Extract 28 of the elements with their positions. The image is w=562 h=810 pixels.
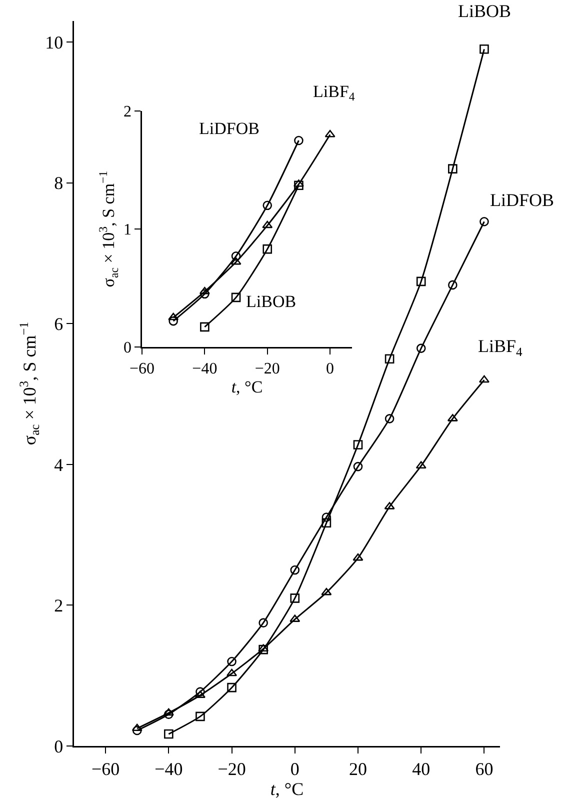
y-tick-label: 10 [45, 32, 64, 52]
y-tick-label: 2 [124, 104, 132, 121]
series-label: LiDFOB [490, 190, 554, 210]
series-label: LiBF$_{4}$ [478, 336, 524, 359]
x-tick-label: −40 [154, 758, 183, 779]
x-tick-label: 0 [326, 360, 334, 378]
y-tick-label: 8 [54, 173, 64, 194]
y-tick-label: 0 [54, 736, 64, 756]
y-tick-label: 0 [124, 340, 132, 357]
x-tick-label: 20 [349, 758, 367, 779]
x-tick-label: 0 [290, 758, 300, 779]
series-label: LiBF$_{4}$ [313, 82, 355, 104]
x-tick-label: −40 [192, 360, 218, 378]
y-tick-label: 6 [54, 314, 64, 334]
x-tick-label: 40 [412, 758, 430, 779]
x-tick-label: −60 [91, 758, 120, 779]
x-axis-title: t, °C [270, 778, 304, 799]
y-tick-label: 2 [54, 596, 64, 616]
x-tick-label: −20 [218, 758, 246, 779]
text: LiDFOB [199, 119, 260, 138]
x-axis-title: t, °C [231, 378, 263, 396]
x-tick-label: −20 [254, 360, 280, 378]
series-label: LiBOB [458, 1, 512, 21]
series-label: LiBOB [246, 292, 296, 311]
y-tick-label: 1 [124, 222, 132, 239]
y-tick-label: 4 [54, 454, 64, 475]
x-tick-label: −60 [129, 360, 155, 378]
x-tick-label: 60 [475, 758, 494, 779]
